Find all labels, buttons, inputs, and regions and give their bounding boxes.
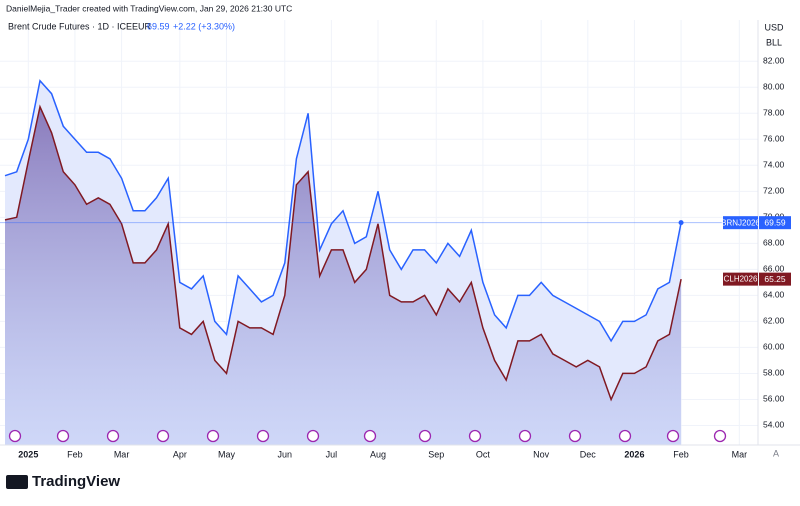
x-tick-label: Nov [533,449,550,459]
event-icon [518,429,532,443]
attribution: DanielMejia_Trader created with TradingV… [6,3,292,13]
x-tick-label: 2026 [624,449,644,459]
x-tick-label: 2025 [18,449,38,459]
y-tick-label: 80.00 [763,81,785,91]
event-icon [206,429,220,443]
y-tick-label: 64.00 [763,290,785,300]
event-icon [363,429,377,443]
event-icon [666,429,680,443]
x-tick-label: Feb [67,449,83,459]
event-icon [56,429,70,443]
price-tag-bg [759,272,791,286]
change: +2.22 (+3.30%) [173,21,235,31]
chart-title: Brent Crude Futures · 1D · ICEEUR [8,21,152,31]
price-tag-value: 69.59 [764,217,786,227]
event-icon [468,429,482,443]
last-price: 69.59 [147,21,170,31]
x-tick-label: Dec [580,449,597,459]
event-icon [418,429,432,443]
last-point [678,220,684,226]
y-tick-label: 56.00 [763,394,785,404]
y-tick-label: 82.00 [763,55,785,65]
logo: TradingView [6,473,120,490]
event-icon [713,429,727,443]
brand: TradingView [32,473,120,490]
y-tick-label: 54.00 [763,420,785,430]
y-tick-label: 60.00 [763,342,785,352]
series-line [4,79,682,343]
event-icon [156,429,170,443]
logo-icon [6,475,28,489]
x-tick-label: Jul [326,449,338,459]
event-icon [256,429,270,443]
series-line [4,104,682,402]
price-tag-name: CLH2026 [724,275,758,284]
currency: USD [764,22,784,32]
y-tick-label: 76.00 [763,134,785,144]
y-tick-label: 74.00 [763,160,785,170]
x-tick-label: Jun [277,449,292,459]
event-icon [106,429,120,443]
x-tick-label: Mar [114,449,130,459]
y-tick-label: 78.00 [763,108,785,118]
price-tag-bg [723,216,758,230]
y-tick-label: 66.00 [763,264,785,274]
price-tag-value: 65.25 [764,274,786,284]
x-tick-label: Oct [476,449,491,459]
y-tick-label: 62.00 [763,316,785,326]
x-tick-label: Feb [673,449,689,459]
unit: BLL [766,37,782,47]
y-tick-label: 58.00 [763,368,785,378]
x-tick-label: Apr [173,449,187,459]
event-icon [568,429,582,443]
price-tag-bg [723,272,758,286]
y-tick-label: 72.00 [763,186,785,196]
x-tick-label: Aug [370,449,386,459]
event-icon [306,429,320,443]
price-tag-bg [759,216,791,230]
x-tick-label: Sep [428,449,444,459]
corner-label: A [773,448,779,458]
x-tick-label: Mar [732,449,748,459]
event-icon [8,429,22,443]
event-icon [618,429,632,443]
y-tick-label: 68.00 [763,238,785,248]
price-tag-name: BRNJ2026 [721,218,760,227]
x-tick-label: May [218,449,236,459]
